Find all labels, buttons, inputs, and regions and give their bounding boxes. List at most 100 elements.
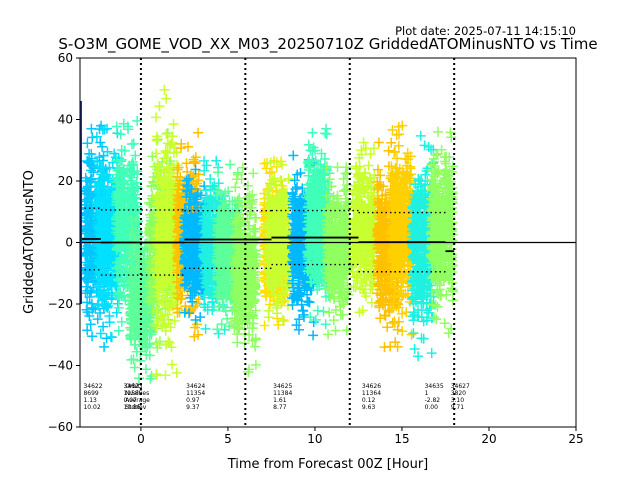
data-point (130, 189, 141, 200)
data-point (130, 150, 141, 161)
data-point (168, 119, 179, 130)
data-point (86, 173, 97, 184)
data-point (193, 127, 204, 138)
data-point (101, 333, 112, 344)
data-point (189, 156, 200, 167)
data-point (99, 341, 110, 352)
data-point (250, 359, 261, 370)
data-point (167, 359, 178, 370)
data-point (98, 276, 109, 287)
data-point (102, 285, 113, 295)
data-point (213, 167, 223, 178)
data-point (151, 321, 162, 331)
data-point (91, 131, 102, 142)
data-point (81, 281, 92, 292)
data-point (99, 124, 110, 135)
data-point (95, 231, 106, 242)
data-point (95, 197, 105, 208)
data-point (118, 177, 129, 188)
data-point (119, 211, 129, 222)
data-point (84, 270, 95, 281)
data-point (85, 247, 96, 258)
data-point (164, 140, 175, 151)
data-point (129, 292, 140, 303)
data-point (137, 340, 148, 350)
data-point (118, 242, 129, 252)
data-point (94, 224, 105, 235)
data-point (144, 296, 155, 307)
data-point (126, 317, 137, 328)
data-point (81, 226, 92, 237)
data-point (112, 165, 123, 176)
data-point (153, 316, 164, 327)
data-point (133, 373, 144, 384)
data-point (173, 162, 184, 173)
data-point (87, 331, 98, 342)
data-point (96, 212, 107, 223)
data-point (84, 148, 95, 159)
data-point (106, 272, 117, 282)
data-point (93, 274, 104, 285)
data-point (134, 272, 145, 283)
data-point (119, 183, 130, 194)
data-point (92, 300, 103, 311)
data-point (132, 115, 143, 126)
data-point (83, 224, 94, 235)
data-point (211, 155, 222, 166)
data-point (96, 248, 107, 259)
data-point (102, 194, 113, 205)
data-point (93, 187, 104, 198)
data-point (144, 339, 155, 350)
data-point (127, 223, 138, 234)
data-point (83, 181, 93, 192)
data-point (152, 164, 163, 175)
data-point (212, 324, 223, 335)
data-point (106, 231, 117, 242)
data-point (151, 369, 162, 379)
data-point (97, 295, 107, 306)
data-point (200, 323, 211, 334)
data-point (144, 250, 155, 261)
data-point (105, 331, 116, 342)
data-point (81, 175, 92, 186)
data-point (82, 325, 93, 336)
data-point (132, 181, 142, 192)
data-point (80, 215, 91, 226)
data-point (126, 243, 136, 254)
data-point (98, 162, 109, 173)
data-point (140, 313, 151, 324)
data-point (115, 129, 126, 140)
plot-area: OrbitNvaluesAverageStddev3462286991.1310… (48, 51, 584, 446)
data-point (114, 213, 125, 224)
data-point (225, 159, 236, 170)
data-point (115, 288, 125, 299)
chart-title: S-O3M_GOME_VOD_XX_M03_20250710Z GriddedA… (58, 35, 597, 54)
data-point (129, 362, 140, 373)
data-point (112, 199, 123, 210)
data-point (81, 188, 92, 199)
data-point (116, 253, 127, 264)
data-point (152, 200, 162, 211)
data-point (82, 138, 93, 149)
data-point (83, 268, 94, 279)
data-point (144, 280, 155, 291)
data-point (121, 217, 132, 228)
data-point (118, 163, 129, 174)
data-point (131, 216, 142, 226)
data-point (95, 286, 106, 297)
data-point (259, 158, 270, 169)
data-point (161, 339, 172, 350)
data-point (86, 165, 97, 176)
data-point (117, 187, 128, 198)
data-point (88, 302, 99, 313)
data-point (85, 319, 96, 330)
data-point (151, 112, 162, 123)
data-point (140, 329, 151, 340)
data-point (113, 193, 124, 203)
data-point (112, 268, 122, 279)
data-point (144, 350, 155, 361)
data-point (123, 198, 134, 209)
data-point (130, 232, 140, 243)
data-point (116, 175, 127, 186)
data-point (232, 337, 243, 348)
